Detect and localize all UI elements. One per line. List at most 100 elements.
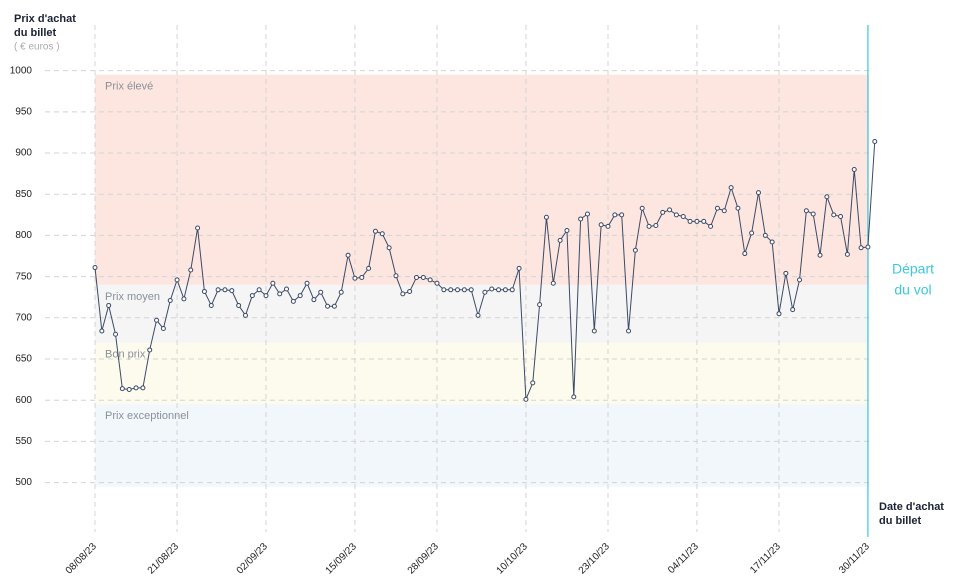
price-point	[407, 288, 413, 294]
x-tick-label: 21/08/23	[146, 541, 182, 577]
price-point	[838, 213, 844, 219]
y-axis-unit: ( € euros )	[14, 42, 60, 53]
price-point	[448, 287, 454, 293]
price-point	[188, 267, 194, 273]
price-point	[461, 287, 467, 293]
price-point	[509, 287, 515, 293]
x-tick-label: 23/10/23	[577, 541, 613, 577]
price-point	[201, 288, 207, 294]
y-tick-label: 750	[15, 271, 32, 282]
price-point	[195, 225, 201, 231]
price-point	[749, 230, 755, 236]
x-tick-label: 15/09/23	[324, 541, 360, 577]
band-label: Prix élevé	[105, 81, 153, 93]
price-point	[612, 212, 618, 218]
price-point	[345, 252, 351, 258]
price-point	[797, 277, 803, 283]
departure-label: du vol	[894, 282, 931, 298]
price-point	[667, 207, 673, 213]
price-point	[598, 222, 604, 228]
price-point	[584, 211, 590, 217]
price-point	[242, 312, 248, 318]
price-point	[653, 223, 659, 229]
price-point	[557, 237, 563, 243]
x-axis-label: du billet	[879, 515, 922, 527]
price-point	[119, 386, 125, 392]
price-point	[708, 223, 714, 229]
price-band	[95, 284, 869, 343]
x-tick-label: 04/11/23	[666, 541, 701, 576]
price-point	[728, 185, 734, 191]
price-point	[639, 205, 645, 211]
price-point	[680, 213, 686, 219]
price-point	[851, 167, 857, 173]
price-point	[352, 275, 358, 281]
price-point	[543, 214, 549, 220]
price-point	[393, 273, 399, 279]
price-point	[236, 302, 242, 308]
price-point	[660, 209, 666, 215]
price-point	[270, 280, 276, 286]
price-band	[95, 404, 869, 487]
price-point	[420, 274, 426, 280]
price-point	[386, 245, 392, 251]
x-tick-label: 17/11/23	[748, 541, 783, 576]
price-point	[455, 287, 461, 293]
price-point	[304, 280, 310, 286]
x-axis-label: Date d'achat	[879, 501, 944, 513]
y-tick-label: 950	[15, 106, 32, 117]
band-label: Prix moyen	[105, 291, 160, 303]
price-point	[284, 286, 290, 292]
price-point	[516, 265, 522, 271]
price-point	[147, 347, 153, 353]
price-point	[318, 289, 324, 295]
price-point	[496, 287, 502, 293]
price-point	[762, 232, 768, 238]
price-point	[181, 296, 187, 302]
price-point	[475, 312, 481, 318]
price-point	[290, 298, 296, 304]
price-point	[263, 293, 269, 299]
y-tick-label: 500	[15, 477, 32, 488]
price-point	[673, 212, 679, 218]
price-point	[160, 326, 166, 332]
x-tick-label: 28/09/23	[406, 541, 442, 577]
price-point	[331, 303, 337, 309]
price-point	[619, 212, 625, 218]
price-point	[626, 328, 632, 334]
price-point	[564, 227, 570, 233]
price-point	[482, 289, 488, 295]
price-point	[489, 286, 495, 292]
price-point	[687, 218, 693, 224]
price-point	[755, 190, 761, 196]
y-tick-label: 1000	[10, 65, 33, 76]
departure-label: Départ	[892, 261, 934, 277]
price-point	[858, 245, 864, 251]
price-band	[95, 342, 869, 405]
price-point	[824, 194, 830, 200]
price-point	[831, 212, 837, 218]
y-tick-label: 850	[15, 189, 32, 200]
price-point	[468, 287, 474, 293]
price-point	[817, 252, 823, 258]
price-point	[427, 277, 433, 283]
x-tick-label: 10/10/23	[495, 541, 531, 577]
price-point	[742, 251, 748, 257]
price-point	[591, 328, 597, 334]
price-point	[133, 385, 139, 391]
price-point	[167, 298, 173, 304]
price-point	[325, 303, 331, 309]
y-tick-label: 650	[15, 354, 32, 365]
price-point	[379, 231, 385, 237]
price-point	[530, 380, 536, 386]
price-point	[311, 297, 317, 303]
price-point	[106, 302, 112, 308]
price-point	[790, 307, 796, 313]
price-point	[249, 293, 255, 299]
price-band	[95, 74, 869, 285]
price-point	[605, 223, 611, 229]
price-point	[632, 247, 638, 253]
y-tick-label: 700	[15, 312, 32, 323]
price-point	[297, 293, 303, 299]
price-point	[372, 228, 378, 234]
